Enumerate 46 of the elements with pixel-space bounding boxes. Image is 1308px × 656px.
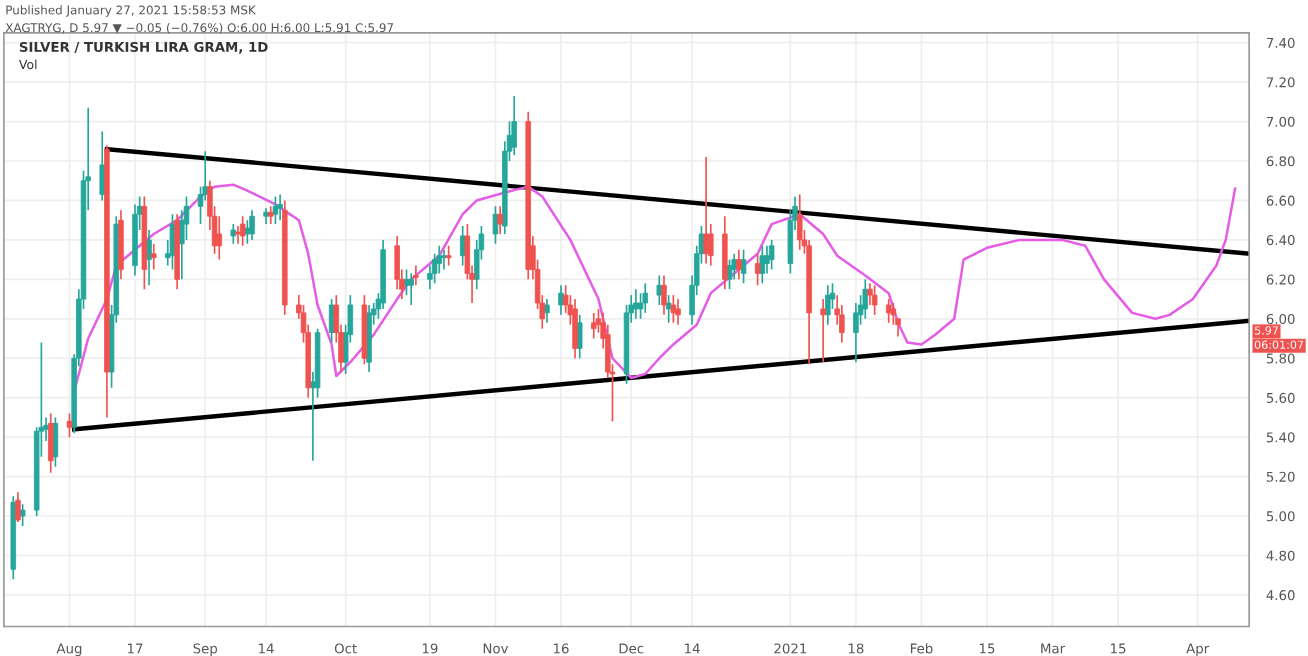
candlestick bbox=[675, 298, 681, 326]
candlestick bbox=[413, 264, 419, 287]
candlestick bbox=[576, 314, 583, 360]
candlestick bbox=[497, 205, 503, 235]
candlestick bbox=[764, 244, 770, 275]
candlestick bbox=[492, 205, 499, 245]
candlestick bbox=[239, 215, 246, 247]
candlestick bbox=[853, 302, 859, 364]
candlestick bbox=[15, 491, 21, 523]
candlestick bbox=[825, 284, 831, 326]
candlestick bbox=[272, 195, 279, 225]
candlestick bbox=[558, 284, 564, 316]
candlestick bbox=[796, 193, 803, 251]
candlestick bbox=[441, 248, 447, 271]
candlestick bbox=[511, 95, 517, 156]
candlestick bbox=[249, 209, 255, 241]
candlestick bbox=[642, 282, 649, 314]
candlestick bbox=[394, 235, 400, 291]
candlestick bbox=[66, 412, 73, 438]
candlestick bbox=[230, 223, 237, 245]
candlestick bbox=[277, 193, 283, 222]
candlestick bbox=[820, 298, 826, 364]
candlestick bbox=[633, 288, 639, 320]
candlestick bbox=[445, 244, 452, 267]
candlestick bbox=[544, 298, 550, 324]
candlestick bbox=[862, 278, 869, 320]
candlestick bbox=[885, 298, 892, 324]
candlestick bbox=[150, 243, 157, 271]
candlestick bbox=[436, 244, 443, 275]
candlestick bbox=[740, 248, 747, 285]
candlestick bbox=[768, 239, 775, 271]
candlestick bbox=[431, 252, 438, 285]
candlestick bbox=[47, 412, 54, 474]
candlestick bbox=[871, 284, 878, 316]
candlestick bbox=[722, 215, 728, 291]
candlestick bbox=[890, 302, 897, 326]
candlestick bbox=[169, 213, 176, 271]
candlestick bbox=[656, 274, 663, 306]
candlestick bbox=[19, 503, 26, 527]
candlestick bbox=[754, 252, 761, 287]
candlestick bbox=[99, 130, 105, 202]
candlestick bbox=[731, 252, 737, 281]
candlestick bbox=[572, 298, 578, 360]
candlestick bbox=[408, 272, 414, 306]
candlestick bbox=[736, 248, 742, 281]
candlestick bbox=[703, 156, 709, 265]
